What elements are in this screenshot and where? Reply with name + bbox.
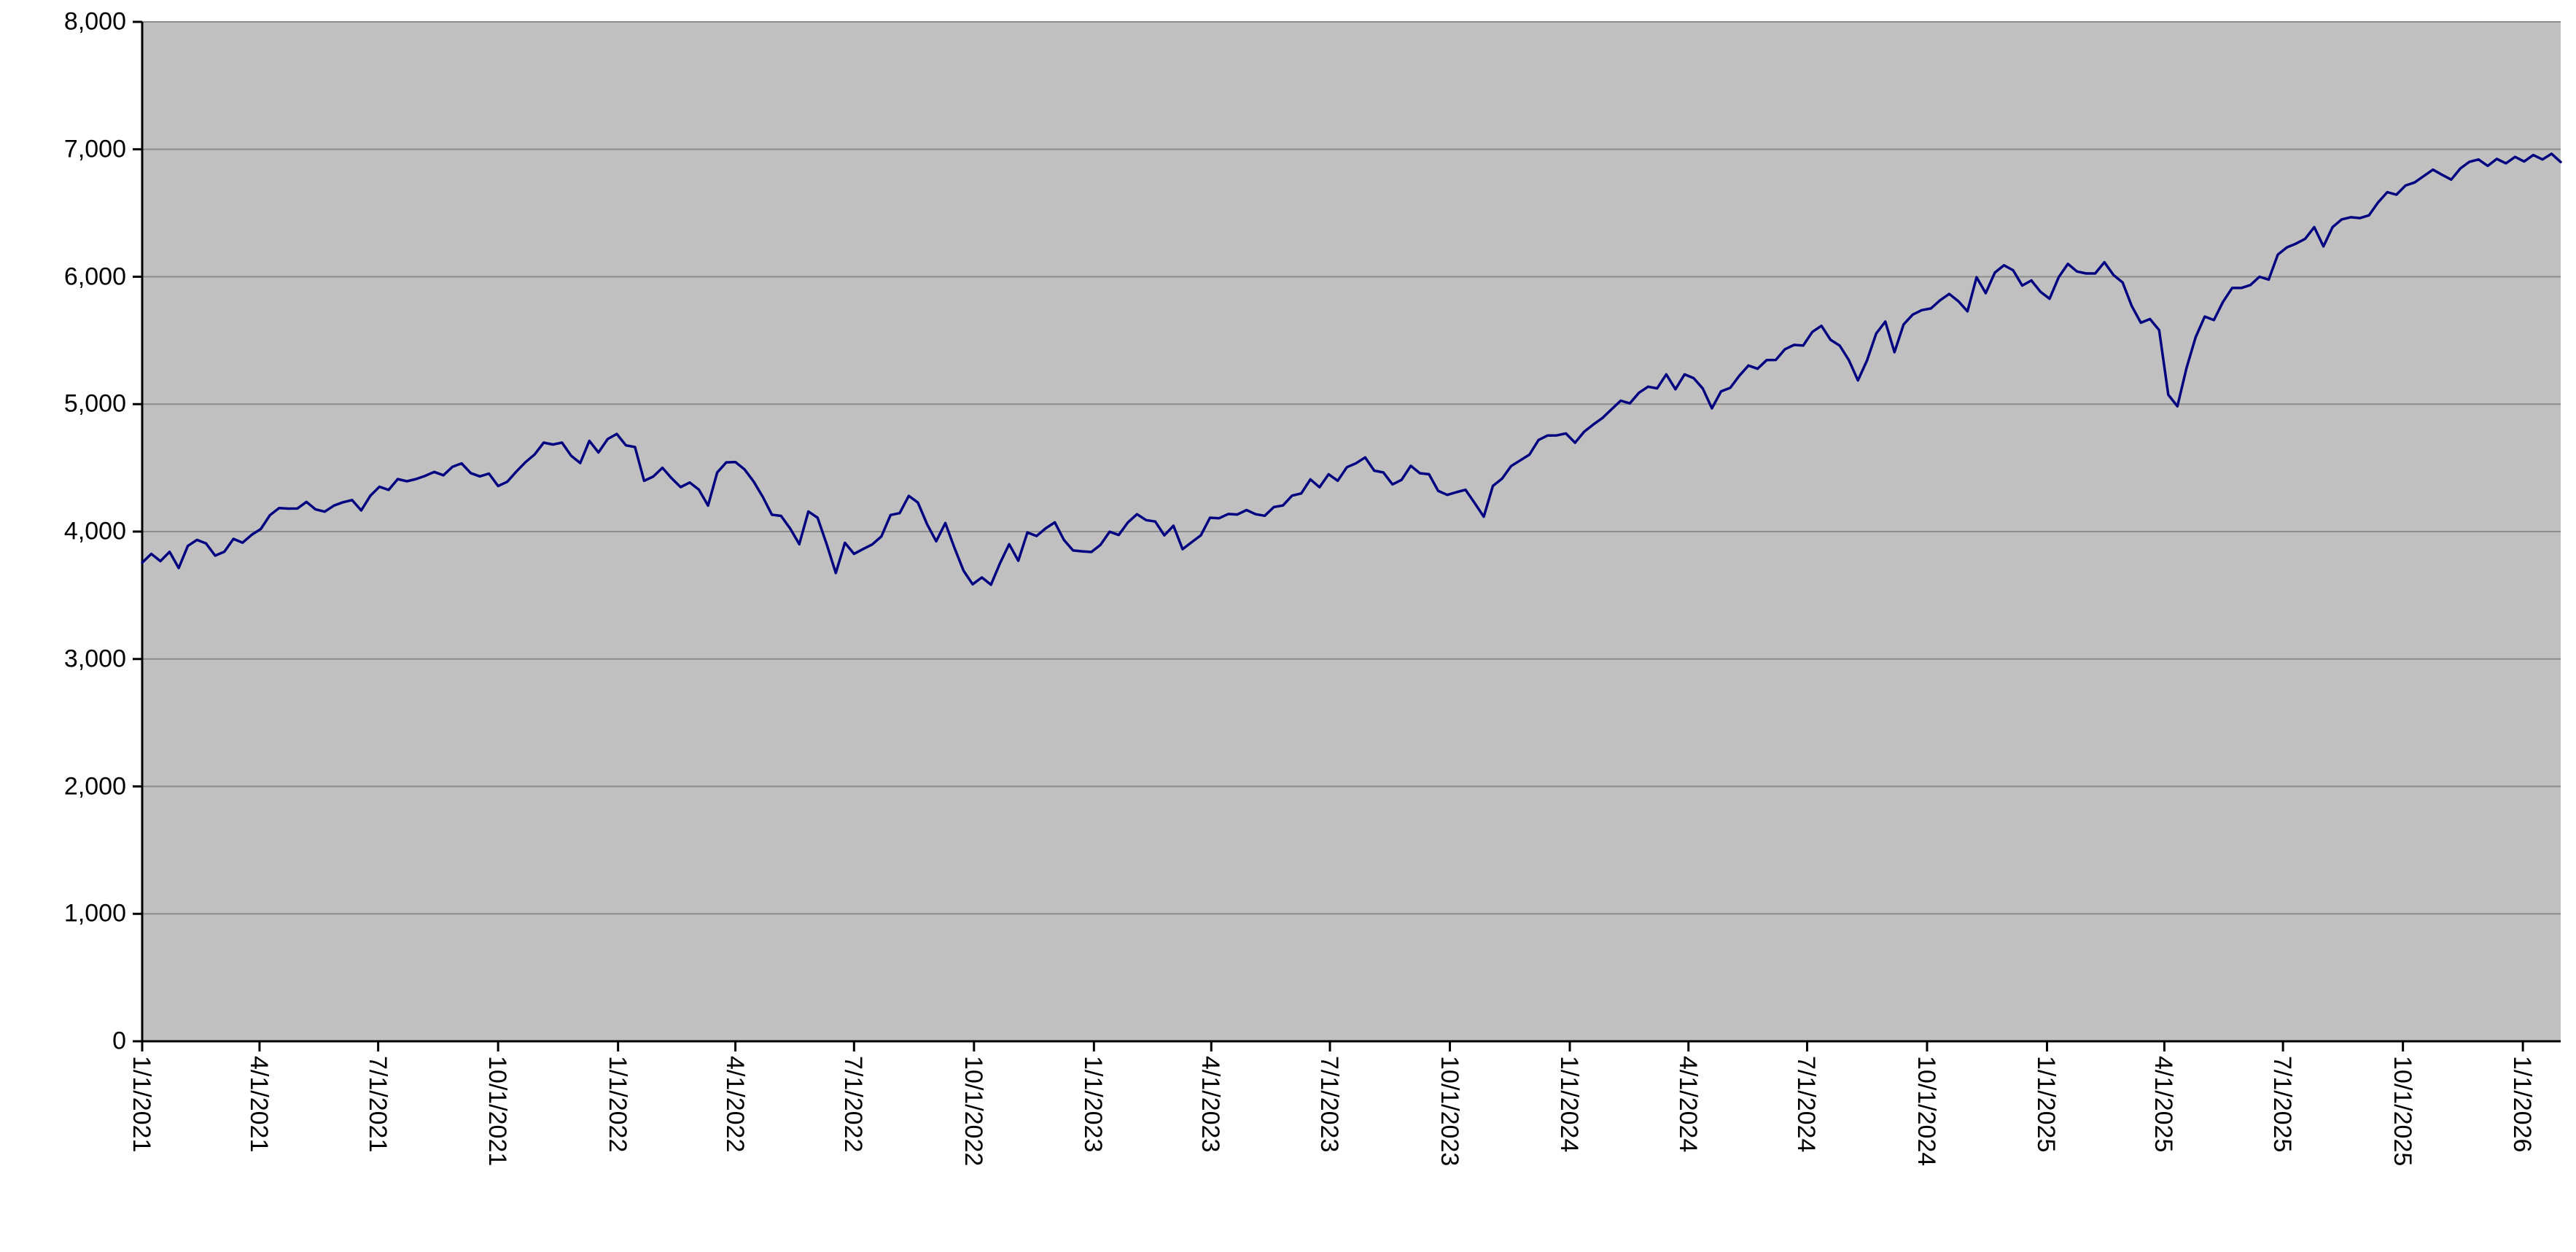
x-tick-label: 10/1/2025 (2388, 1056, 2416, 1167)
x-tick-label: 4/1/2024 (1673, 1056, 1702, 1153)
x-tick-label: 4/1/2023 (1196, 1056, 1225, 1153)
x-tick-label: 7/1/2024 (1792, 1056, 1821, 1153)
x-tick-label: 10/1/2022 (959, 1056, 987, 1167)
x-tick-label: 1/1/2025 (2032, 1056, 2061, 1153)
y-tick-label: 7,000 (63, 135, 126, 163)
x-tick-label: 10/1/2024 (1912, 1056, 1940, 1167)
x-tick-label: 1/1/2026 (2508, 1056, 2537, 1153)
x-tick-label: 10/1/2023 (1435, 1056, 1463, 1167)
x-tick-label: 7/1/2022 (839, 1056, 868, 1153)
x-tick-label: 1/1/2023 (1079, 1056, 1108, 1153)
y-tick-label: 0 (112, 1027, 126, 1055)
x-tick-label: 7/1/2025 (2268, 1056, 2297, 1153)
y-tick-label: 2,000 (63, 772, 126, 800)
x-tick-label: 10/1/2021 (483, 1056, 512, 1167)
x-tick-label: 1/1/2021 (128, 1056, 155, 1153)
x-tick-label: 4/1/2021 (244, 1056, 273, 1153)
series-line (141, 152, 2562, 586)
x-tick-label: 4/1/2022 (720, 1056, 749, 1153)
y-tick-label: 3,000 (63, 645, 126, 673)
y-tick-label: 4,000 (63, 517, 126, 545)
x-tick-label: 7/1/2023 (1315, 1056, 1343, 1153)
x-tick-label: 1/1/2022 (603, 1056, 631, 1153)
y-tick-label: 8,000 (63, 7, 126, 36)
y-tick-label: 1,000 (63, 899, 126, 928)
y-tick-label: 6,000 (63, 263, 126, 290)
y-tick-label: 5,000 (63, 389, 126, 418)
x-tick-label: 7/1/2021 (363, 1056, 392, 1153)
x-tick-label: 4/1/2025 (2149, 1056, 2178, 1153)
x-tick-label: 1/1/2024 (1555, 1056, 1583, 1153)
